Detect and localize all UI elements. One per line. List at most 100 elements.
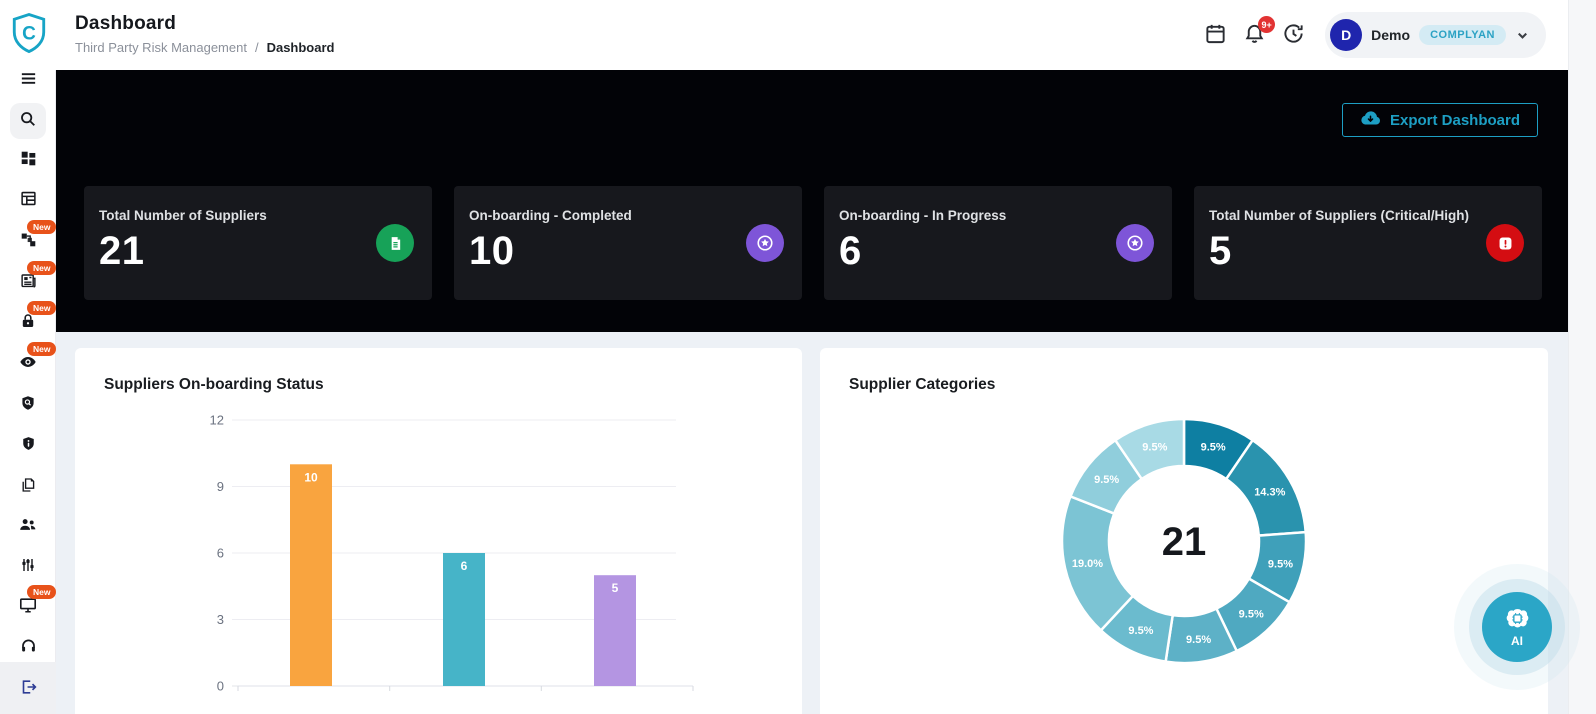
table-icon bbox=[20, 190, 37, 212]
calendar-icon bbox=[1204, 22, 1227, 48]
svg-text:5: 5 bbox=[612, 581, 619, 595]
dashboard-content: Suppliers On-boarding Status 0 3 6 9 12 10 6 5 … bbox=[56, 332, 1568, 714]
copy-icon bbox=[20, 477, 36, 498]
users-icon bbox=[19, 516, 37, 538]
sidebar-item-dashboard-grid[interactable] bbox=[14, 147, 42, 175]
stat-card-value: 10 bbox=[469, 229, 515, 273]
logout-icon bbox=[19, 678, 37, 699]
stat-card-value: 5 bbox=[1209, 229, 1232, 273]
search-icon bbox=[19, 110, 37, 133]
svg-text:9.5%: 9.5% bbox=[1094, 474, 1119, 486]
bar-chart-title: Suppliers On-boarding Status bbox=[104, 376, 324, 393]
user-menu[interactable]: D Demo COMPLYAN bbox=[1325, 12, 1546, 58]
stat-card-title: Total Number of Suppliers bbox=[99, 208, 267, 223]
svg-text:9.5%: 9.5% bbox=[1128, 625, 1153, 637]
calendar-button[interactable] bbox=[1202, 22, 1228, 48]
sidebar-item-eye[interactable]: New bbox=[14, 342, 57, 378]
lock-icon bbox=[20, 313, 36, 334]
monitor-icon bbox=[19, 596, 37, 619]
sidebar-item-users[interactable] bbox=[14, 513, 42, 541]
ai-button-label: AI bbox=[1511, 633, 1523, 648]
star-badge-icon bbox=[746, 224, 784, 262]
stat-card-title: On-boarding - In Progress bbox=[839, 208, 1007, 223]
supplier-categories-donut-chart[interactable]: 9.5% 14.3% 9.5% 9.5% 9.5% 9.5% 19.0% 9.5% 9.5% 21 bbox=[1049, 406, 1319, 681]
stat-card: Total Number of Suppliers (Critical/High… bbox=[1194, 186, 1542, 300]
history-icon bbox=[1282, 22, 1305, 48]
avatar: D bbox=[1330, 19, 1363, 51]
svg-text:9.5%: 9.5% bbox=[1268, 558, 1293, 570]
sidebar-item-shield-info[interactable] bbox=[14, 432, 42, 460]
sidebar-item-menu[interactable] bbox=[14, 67, 42, 95]
sidebar: New New New New New bbox=[0, 67, 57, 714]
sidebar-item-search[interactable] bbox=[10, 103, 46, 139]
sidebar-item-monitor[interactable]: New bbox=[14, 585, 57, 621]
sidebar-item-table[interactable] bbox=[14, 187, 42, 215]
scrollbar-track[interactable] bbox=[1568, 0, 1596, 714]
dashboard-hero-band: Export Dashboard Total Number of Supplie… bbox=[56, 70, 1568, 332]
sidebar-item-copy[interactable] bbox=[14, 473, 42, 501]
stat-cards-row: Total Number of Suppliers 21 On-boarding -… bbox=[84, 186, 1542, 300]
svg-text:6: 6 bbox=[217, 546, 224, 561]
cloud-download-icon bbox=[1360, 108, 1381, 133]
ai-assistant-button[interactable]: AI bbox=[1482, 592, 1552, 662]
breadcrumb-current: Dashboard bbox=[266, 40, 335, 55]
svg-text:10: 10 bbox=[304, 470, 318, 484]
chevron-down-icon bbox=[1515, 28, 1530, 43]
svg-text:14.3%: 14.3% bbox=[1254, 487, 1285, 499]
sidebar-item-headset[interactable] bbox=[14, 634, 42, 662]
breadcrumb-section[interactable]: Third Party Risk Management bbox=[75, 40, 247, 55]
app-logo-icon: C bbox=[10, 11, 48, 57]
stat-card-title: Total Number of Suppliers (Critical/High… bbox=[1209, 208, 1470, 223]
new-badge: New bbox=[27, 342, 57, 356]
sliders-icon bbox=[20, 557, 36, 578]
user-name: Demo bbox=[1371, 27, 1411, 43]
shield-search-icon bbox=[20, 395, 36, 416]
file-icon bbox=[376, 224, 414, 262]
svg-text:6: 6 bbox=[461, 559, 468, 573]
star-badge-icon bbox=[1116, 224, 1154, 262]
new-badge: New bbox=[27, 261, 57, 275]
donut-chart-title: Supplier Categories bbox=[849, 376, 996, 393]
news-icon bbox=[20, 272, 37, 294]
stat-card: On-boarding - In Progress 6 bbox=[824, 186, 1172, 300]
shield-info-icon bbox=[21, 436, 36, 456]
app-header: C Dashboard Third Party Risk Management … bbox=[0, 0, 1568, 70]
brain-circuit-icon bbox=[1504, 607, 1531, 633]
notifications-count-badge: 9+ bbox=[1258, 16, 1276, 33]
svg-text:9: 9 bbox=[217, 479, 224, 494]
svg-text:12: 12 bbox=[210, 413, 224, 428]
svg-text:9.5%: 9.5% bbox=[1201, 441, 1226, 453]
stat-card: On-boarding - Completed 10 bbox=[454, 186, 802, 300]
breadcrumb-separator: / bbox=[254, 40, 259, 55]
menu-icon bbox=[19, 69, 38, 93]
bell-icon bbox=[1243, 22, 1266, 48]
svg-text:0: 0 bbox=[217, 679, 224, 694]
page-title: Dashboard bbox=[75, 13, 177, 34]
stat-card-value: 6 bbox=[839, 229, 862, 273]
export-dashboard-button[interactable]: Export Dashboard bbox=[1341, 103, 1538, 137]
logout-button[interactable] bbox=[19, 678, 37, 699]
sitemap-icon bbox=[20, 231, 37, 253]
svg-text:9.5%: 9.5% bbox=[1239, 609, 1264, 621]
new-badge: New bbox=[27, 301, 57, 315]
dashboard-grid-icon bbox=[20, 150, 37, 172]
new-badge: New bbox=[27, 585, 57, 599]
svg-text:19.0%: 19.0% bbox=[1072, 558, 1103, 570]
sidebar-item-lock[interactable]: New bbox=[14, 301, 57, 337]
notifications-button[interactable]: 9+ bbox=[1241, 16, 1276, 48]
sidebar-item-news[interactable]: New bbox=[14, 261, 57, 297]
onboarding-status-bar-chart[interactable]: 0 3 6 9 12 10 6 5 bbox=[176, 406, 796, 711]
sidebar-item-shield-search[interactable] bbox=[14, 391, 42, 419]
sidebar-item-sliders[interactable] bbox=[14, 553, 42, 581]
org-badge: COMPLYAN bbox=[1419, 25, 1506, 45]
svg-text:9.5%: 9.5% bbox=[1186, 634, 1211, 646]
sidebar-item-sitemap[interactable]: New bbox=[14, 220, 57, 256]
new-badge: New bbox=[27, 220, 57, 234]
stat-card-value: 21 bbox=[99, 229, 145, 273]
svg-text:C: C bbox=[22, 24, 36, 45]
sidebar-footer bbox=[0, 662, 56, 714]
alert-icon bbox=[1486, 224, 1524, 262]
suppliers-onboarding-panel: Suppliers On-boarding Status 0 3 6 9 12 10 6 5 bbox=[75, 348, 802, 714]
breadcrumb: Third Party Risk Management / Dashboard bbox=[75, 40, 334, 55]
history-button[interactable] bbox=[1280, 22, 1306, 48]
